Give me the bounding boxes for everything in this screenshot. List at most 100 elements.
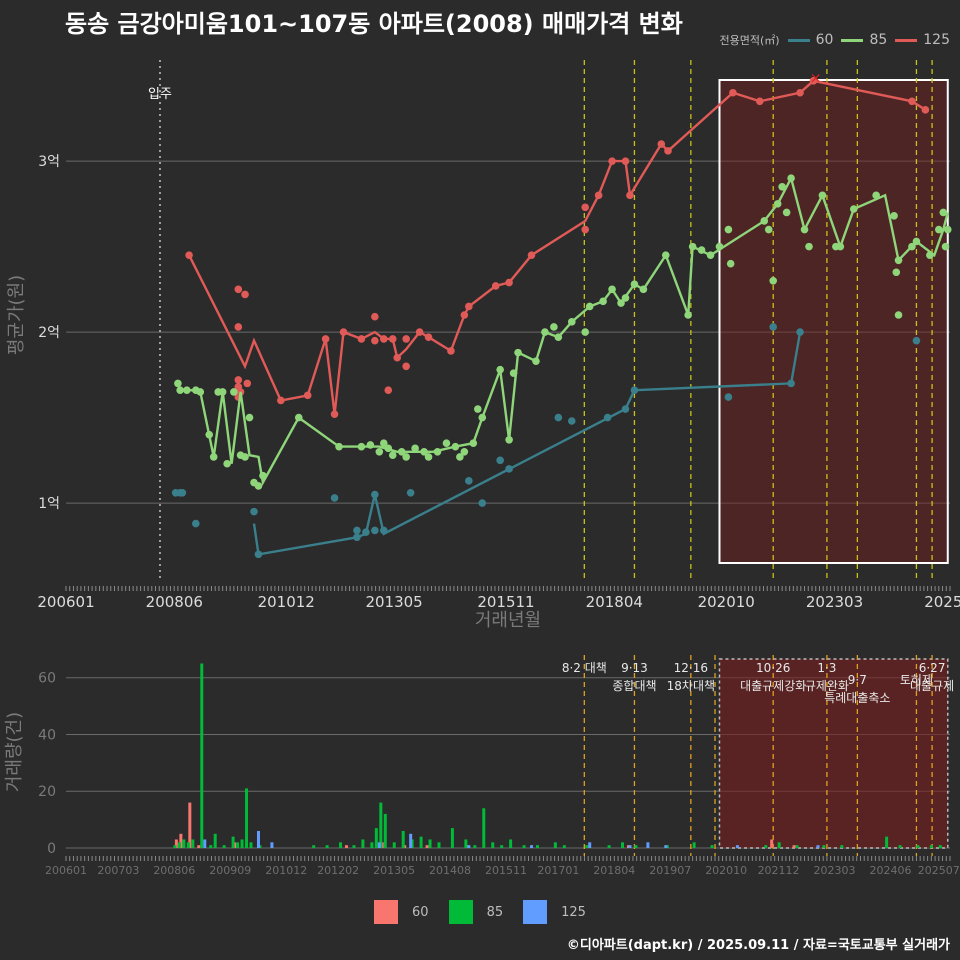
legend-bottom-item-85: 85 <box>448 900 503 924</box>
data-point-85 <box>805 242 813 251</box>
policy-label: 9·7 <box>848 673 867 687</box>
bar-85 <box>249 842 253 848</box>
data-point-125 <box>626 191 634 200</box>
data-point-125 <box>371 336 379 345</box>
bar-60 <box>344 845 348 848</box>
bar-85 <box>562 845 566 848</box>
bar-125 <box>588 842 592 848</box>
data-point-125 <box>234 285 243 294</box>
legend-top: 전용면적(㎡) 60 85 125 <box>720 32 950 48</box>
chart-title: 동송 금강아미움101~107동 아파트(2008) 매매가격 변화 <box>65 10 683 38</box>
data-point-125 <box>393 353 402 362</box>
legend-bottom-item-label: 60 <box>412 904 429 920</box>
data-point-125 <box>491 282 500 290</box>
bar-60 <box>188 802 192 848</box>
data-point-85 <box>818 191 827 200</box>
data-point-85 <box>357 442 366 451</box>
x-tick-label: 200601 <box>37 593 94 611</box>
data-point-125 <box>657 140 666 148</box>
data-point-125 <box>527 251 536 259</box>
data-point-125 <box>243 379 252 388</box>
policy-label: 대출규제 <box>910 679 954 693</box>
highlight-box <box>718 79 949 564</box>
bar-85 <box>692 842 696 848</box>
data-point-85 <box>424 453 433 461</box>
bar-85 <box>240 839 244 848</box>
x-tick-label: 202303 <box>814 864 856 877</box>
data-point-60 <box>330 494 339 502</box>
bar-85 <box>213 833 217 848</box>
data-point-85 <box>176 386 184 395</box>
data-point-85 <box>174 379 182 388</box>
bar-60 <box>174 839 178 848</box>
data-point-85 <box>514 348 522 357</box>
y-axis-title: 평균가(원) <box>6 275 27 355</box>
bar-60 <box>770 839 774 848</box>
data-point-85 <box>420 447 428 456</box>
data-point-60 <box>192 519 200 528</box>
legend-bottom: 60 85 125 <box>0 900 960 924</box>
data-point-125 <box>729 88 737 97</box>
data-point-60 <box>505 465 513 473</box>
data-point-60 <box>250 507 258 516</box>
data-point-125 <box>185 251 193 259</box>
data-point-85 <box>800 225 809 234</box>
x-tick-label: 201202 <box>317 864 359 877</box>
bar-85 <box>370 842 374 848</box>
data-point-60 <box>769 323 777 331</box>
data-point-85 <box>912 237 921 246</box>
bar-85 <box>621 842 625 848</box>
bar-85 <box>361 839 365 848</box>
series-line-60 <box>252 331 802 556</box>
data-point-125 <box>664 147 672 155</box>
data-point-85 <box>397 447 406 456</box>
bar-125 <box>735 845 739 848</box>
data-point-85 <box>241 453 249 461</box>
x-tick-label: 200601 <box>45 864 87 877</box>
data-point-125 <box>581 203 590 212</box>
data-point-125 <box>908 97 916 106</box>
bar-85 <box>777 842 781 848</box>
data-point-85 <box>451 442 460 451</box>
x-tick-label: 200806 <box>146 593 203 611</box>
data-point-85 <box>384 444 393 453</box>
data-point-85 <box>509 369 518 377</box>
legend-top-item-label: 85 <box>869 32 888 48</box>
move-in-label: 입주 <box>148 87 172 102</box>
y-tick-label: 3억 <box>38 154 60 170</box>
bar-85 <box>585 845 589 848</box>
legend-top-item-label: 125 <box>923 32 950 48</box>
data-point-125 <box>796 88 804 97</box>
policy-label: 6·27 <box>919 661 946 675</box>
bar-85 <box>464 839 468 848</box>
data-point-125 <box>608 157 616 165</box>
policy-label: 1·3 <box>817 661 836 675</box>
bar-85 <box>553 842 557 848</box>
bar-85 <box>401 830 405 848</box>
policy-label: 18차대책 <box>667 678 715 693</box>
data-point-85 <box>379 439 388 448</box>
legend-top-item-60: 60 <box>787 32 833 48</box>
legend-top-item-85: 85 <box>841 32 887 48</box>
data-point-85 <box>894 256 903 265</box>
bar-125 <box>377 842 381 848</box>
x-tick-label: 201012 <box>265 864 307 877</box>
data-point-125 <box>339 328 348 336</box>
bar-60 <box>197 845 201 848</box>
x-tick-label: 202507 <box>918 864 960 877</box>
data-point-85 <box>411 444 419 453</box>
data-point-85 <box>782 208 791 217</box>
legend-bottom-item-60: 60 <box>374 900 429 924</box>
x-tick-label: 200909 <box>209 864 251 877</box>
data-point-85 <box>688 242 697 251</box>
legend-swatch <box>895 38 918 42</box>
data-point-85 <box>760 217 769 225</box>
bar-85 <box>186 842 190 848</box>
bar-85 <box>450 828 454 848</box>
data-point-60 <box>478 499 487 507</box>
bar-85 <box>374 828 378 848</box>
legend-bottom-item-label: 125 <box>561 904 586 920</box>
data-point-85 <box>639 285 648 294</box>
data-point-85 <box>230 388 238 396</box>
data-point-125 <box>581 225 590 234</box>
